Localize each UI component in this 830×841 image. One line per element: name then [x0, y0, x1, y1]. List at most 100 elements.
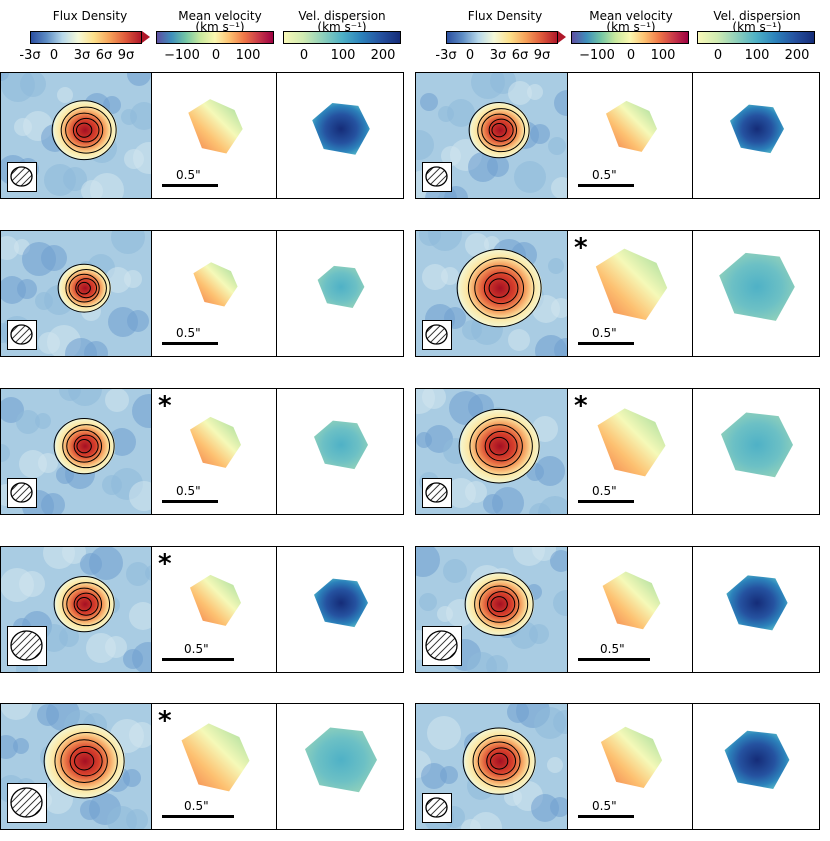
- flux-contour: [487, 591, 516, 618]
- flux-map-panel: [415, 230, 568, 357]
- noise-blotch: [123, 649, 143, 669]
- beam-ellipse: [10, 787, 43, 818]
- dispersion-map-panel: [692, 230, 820, 357]
- flux-contour: [65, 268, 107, 308]
- flux-contour: [62, 582, 111, 627]
- noise-blotch: [535, 335, 567, 356]
- flux-contour: [490, 752, 509, 770]
- dispersion-field: [314, 420, 368, 470]
- noise-blotch: [108, 428, 136, 456]
- emission-blob: [466, 572, 535, 636]
- dispersion-map-panel: [276, 388, 404, 515]
- dispersion-field: [724, 730, 790, 790]
- scale-bar-label: 0.5": [176, 484, 201, 498]
- velocity-colorbar-unit: (km s⁻¹): [195, 20, 245, 34]
- scale-bar: [578, 658, 650, 661]
- dispersion-field: [730, 104, 784, 154]
- velocity-map-panel: 0.5" *: [151, 546, 278, 673]
- flux-contour: [76, 439, 92, 454]
- velocity-tick-right-2: 0: [626, 48, 636, 63]
- scale-bar-label: 0.5": [184, 799, 209, 813]
- noise-blotch: [437, 606, 453, 622]
- flux-tick-3: 3σ: [73, 48, 91, 63]
- flux-contour: [488, 278, 510, 298]
- flux-contour: [73, 592, 99, 616]
- scale-bar: [162, 184, 218, 187]
- noise-blotch: [86, 633, 116, 663]
- noise-blotch: [461, 819, 481, 829]
- dispersion-field: [721, 412, 793, 478]
- flux-contour: [66, 587, 103, 621]
- velocity-map-panel: 0.5": [567, 703, 694, 830]
- emission-blob: [464, 728, 537, 795]
- scale-bar: [578, 815, 634, 818]
- noise-blotch: [447, 99, 475, 127]
- scale-bar-label: 0.5": [184, 642, 209, 656]
- beam-ellipse: [10, 324, 33, 345]
- emission-blob: [458, 249, 543, 327]
- flux-map-panel: [0, 72, 153, 199]
- flux-contour: [477, 108, 526, 153]
- noise-blotch: [532, 416, 558, 442]
- dispersion-map-panel: [692, 546, 820, 673]
- noise-blotch: [422, 264, 448, 290]
- velocity-tick-right-1: −100: [579, 48, 615, 63]
- noise-blotch: [59, 389, 81, 401]
- flux-contour: [468, 102, 530, 159]
- noise-blotch: [105, 267, 131, 293]
- dispersion-colorbar-right: [697, 31, 815, 44]
- noise-blotch: [420, 93, 438, 111]
- flux-contour: [467, 257, 535, 319]
- noise-blotch: [22, 242, 56, 276]
- scale-bar: [578, 184, 634, 187]
- noise-blotch: [548, 137, 566, 155]
- scale-bar: [162, 500, 218, 503]
- velocity-tick-2: 0: [211, 48, 221, 63]
- flux-colorbar-arrow: [142, 31, 150, 43]
- flux-map-panel: [0, 388, 153, 515]
- noise-blotch: [132, 394, 152, 428]
- noise-blotch: [427, 716, 461, 750]
- noise-blotch: [535, 456, 565, 486]
- velocity-tick-1: −100: [164, 48, 200, 63]
- flux-tick-right-2: 0: [465, 48, 475, 63]
- noise-blotch: [43, 547, 75, 569]
- noise-blotch: [57, 87, 73, 103]
- beam-ellipse: [425, 324, 448, 345]
- dispersion-field: [726, 575, 788, 631]
- dispersion-tick-right-1: 0: [713, 48, 723, 63]
- beam-inset: [422, 162, 452, 192]
- noise-blotch: [553, 590, 567, 616]
- velocity-field: [600, 726, 663, 788]
- flux-tick-right-5: 9σ: [533, 48, 551, 63]
- noise-blotch: [16, 410, 40, 434]
- velocity-field: [190, 574, 241, 626]
- kinematics-flag: *: [574, 233, 588, 263]
- beam-ellipse: [425, 797, 448, 818]
- scale-bar-label: 0.5": [592, 168, 617, 182]
- flux-map-panel: [415, 388, 568, 515]
- flux-map: [1, 389, 152, 514]
- flux-colorbar-arrow-right: [558, 31, 566, 43]
- noise-blotch: [468, 152, 498, 182]
- noise-blotch: [421, 763, 447, 789]
- noise-blotch: [467, 652, 497, 672]
- scale-bar: [578, 500, 634, 503]
- noise-blotch: [40, 624, 68, 652]
- noise-blotch: [102, 475, 122, 495]
- noise-blotch: [507, 704, 529, 723]
- dispersion-tick-3: 200: [370, 48, 396, 63]
- flux-contour: [68, 273, 100, 303]
- noise-blotch: [465, 233, 489, 257]
- scale-bar-label: 0.5": [592, 484, 617, 498]
- dispersion-map-panel: [276, 72, 404, 199]
- noise-blotch: [80, 553, 102, 575]
- scale-bar-label: 0.5": [592, 326, 617, 340]
- noise-blotch: [471, 73, 505, 99]
- dispersion-map-panel: [692, 72, 820, 199]
- noise-blotch: [446, 478, 476, 508]
- dispersion-map-panel: [692, 703, 820, 830]
- flux-map-panel: [0, 230, 153, 357]
- beam-ellipse: [10, 166, 33, 187]
- noise-blotch: [416, 389, 435, 414]
